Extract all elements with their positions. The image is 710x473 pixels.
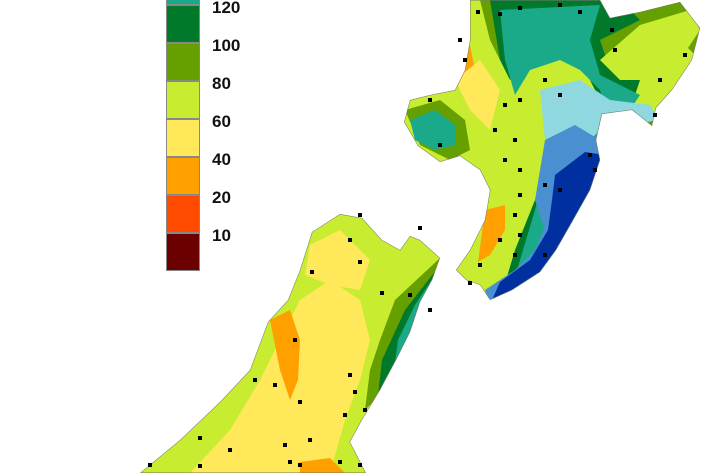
station-marker (418, 226, 422, 230)
station-markers (148, 3, 687, 468)
station-marker (513, 253, 517, 257)
station-marker (310, 270, 314, 274)
station-marker (463, 58, 467, 62)
legend-swatch (166, 5, 200, 43)
legend-swatch (166, 195, 200, 233)
station-marker (428, 98, 432, 102)
legend-label: 20 (212, 188, 231, 207)
station-marker (513, 138, 517, 142)
region-orange-westcoast (270, 310, 300, 400)
station-marker (353, 390, 357, 394)
station-marker (498, 12, 502, 16)
region-40-60-north (305, 230, 370, 290)
station-marker (543, 183, 547, 187)
region-east-cape-60 (600, 10, 700, 80)
station-marker (613, 48, 617, 52)
station-marker (283, 443, 287, 447)
station-marker (408, 293, 412, 297)
station-marker (518, 233, 522, 237)
station-marker (358, 213, 362, 217)
legend-label: 60 (212, 112, 231, 131)
station-marker (253, 378, 257, 382)
station-marker (468, 281, 472, 285)
station-marker (588, 153, 592, 157)
station-marker (543, 78, 547, 82)
station-marker (518, 6, 522, 10)
station-marker (343, 413, 347, 417)
station-marker (518, 193, 522, 197)
station-marker (228, 448, 232, 452)
station-marker (358, 463, 362, 467)
legend-label: 80 (212, 74, 231, 93)
station-marker (683, 53, 687, 57)
station-marker (503, 158, 507, 162)
legend-label: 10 (212, 226, 231, 245)
station-marker (198, 464, 202, 468)
legend-swatch (166, 233, 200, 271)
legend-label: 40 (212, 150, 231, 169)
station-marker (478, 263, 482, 267)
region-taranaki-120 (410, 110, 455, 150)
legend-swatch (166, 43, 200, 81)
station-marker (503, 103, 507, 107)
station-marker (518, 98, 522, 102)
legend-swatch (166, 81, 200, 119)
station-marker (543, 253, 547, 257)
station-marker (348, 238, 352, 242)
station-marker (653, 113, 657, 117)
station-marker (338, 460, 342, 464)
station-marker (558, 188, 562, 192)
legend-label: 120 (212, 0, 241, 17)
legend-swatch (166, 0, 200, 5)
station-marker (293, 338, 297, 342)
station-marker (358, 260, 362, 264)
region-dark-blue (492, 152, 605, 300)
station-marker (380, 291, 384, 295)
region-yellow-west (455, 60, 500, 130)
station-marker (493, 128, 497, 132)
station-marker (593, 168, 597, 172)
station-marker (438, 143, 442, 147)
station-marker (298, 400, 302, 404)
station-marker (513, 213, 517, 217)
station-marker (198, 436, 202, 440)
station-marker (518, 168, 522, 172)
station-marker (428, 308, 432, 312)
station-marker (363, 408, 367, 412)
station-marker (476, 10, 480, 14)
station-marker (348, 373, 352, 377)
station-marker (498, 238, 502, 242)
station-marker (558, 93, 562, 97)
station-marker (273, 383, 277, 387)
region-orange-south (300, 458, 345, 473)
legend-label: 100 (212, 36, 241, 55)
region-40-60-south (190, 280, 370, 473)
station-marker (578, 10, 582, 14)
legend-swatch (166, 157, 200, 195)
station-marker (458, 38, 462, 42)
station-marker (658, 78, 662, 82)
legend-swatch (166, 119, 200, 157)
station-marker (148, 463, 152, 467)
station-marker (288, 460, 292, 464)
station-marker (298, 463, 302, 467)
station-marker (610, 28, 614, 32)
station-marker (558, 3, 562, 7)
station-marker (308, 438, 312, 442)
